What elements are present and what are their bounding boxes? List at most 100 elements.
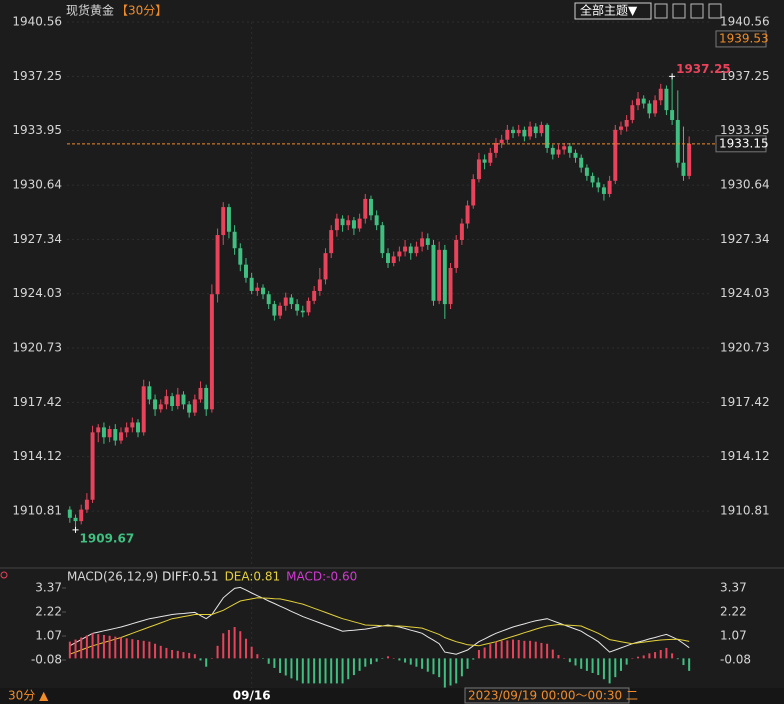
macd-bar bbox=[580, 658, 583, 669]
macd-bar bbox=[154, 643, 157, 659]
candle-body bbox=[238, 248, 243, 265]
y-tick-label: 1927.34 bbox=[12, 232, 62, 246]
candle-body bbox=[613, 129, 618, 181]
candle-body bbox=[90, 432, 95, 500]
period: 【30分】 bbox=[116, 4, 167, 18]
y-tick-label: 3.37 bbox=[35, 581, 62, 595]
macd-bar bbox=[676, 658, 679, 660]
candle-body bbox=[550, 147, 555, 155]
macd-bar bbox=[438, 658, 441, 678]
candle-body bbox=[476, 159, 481, 180]
candle-body bbox=[624, 119, 629, 127]
y-tick-label: 1933.95 bbox=[12, 123, 62, 137]
macd-bar bbox=[466, 658, 469, 669]
macd-bar bbox=[387, 656, 390, 659]
macd-bar bbox=[659, 650, 662, 659]
macd-bar bbox=[279, 658, 282, 673]
macd-bar bbox=[369, 658, 372, 665]
tool-icon[interactable] bbox=[708, 3, 722, 19]
candle-body bbox=[73, 517, 78, 522]
candle-body bbox=[221, 207, 226, 236]
candle-body bbox=[170, 396, 175, 407]
macd-bar bbox=[108, 635, 111, 659]
macd-bar bbox=[404, 658, 407, 663]
macd-bar bbox=[512, 639, 515, 659]
theme-button[interactable] bbox=[574, 2, 652, 20]
candle-body bbox=[101, 427, 106, 438]
low-marker bbox=[72, 526, 79, 533]
toolbar bbox=[654, 3, 722, 19]
macd-bar bbox=[483, 647, 486, 659]
macd-bar bbox=[267, 658, 270, 664]
macd-bar bbox=[608, 658, 611, 684]
macd-bar bbox=[85, 635, 88, 659]
candle-body bbox=[618, 126, 623, 130]
macd-bar bbox=[119, 637, 122, 659]
macd-line bbox=[69, 597, 690, 655]
macd-bar bbox=[273, 658, 276, 668]
legend-label: DEA:0.81 bbox=[225, 570, 281, 584]
tool-icon[interactable] bbox=[690, 3, 704, 19]
macd-bar bbox=[80, 637, 83, 659]
candle-body bbox=[607, 180, 612, 194]
candle-body bbox=[675, 119, 680, 163]
candle-body bbox=[84, 499, 89, 510]
y-tick-label: 1.07 bbox=[35, 629, 62, 643]
theme-button-label[interactable]: 全部主题▼ bbox=[580, 3, 638, 18]
macd-bar bbox=[239, 631, 242, 659]
macd-bar bbox=[148, 641, 151, 659]
macd-bar bbox=[506, 640, 509, 659]
macd-bar bbox=[671, 653, 674, 659]
macd-bar bbox=[68, 641, 71, 659]
candle-body bbox=[493, 142, 498, 153]
last-price-box bbox=[715, 135, 767, 153]
y-tick-label: 1924.03 bbox=[12, 286, 62, 300]
candle-body bbox=[545, 124, 550, 148]
candle-body bbox=[136, 422, 141, 433]
macd-bar bbox=[432, 658, 435, 675]
candle-body bbox=[226, 207, 231, 232]
low-label: 1909.67 bbox=[80, 531, 135, 545]
y-tick-label-right: 1917.42 bbox=[720, 395, 770, 409]
tool-icon[interactable] bbox=[654, 3, 668, 19]
y-tick-label: 1937.25 bbox=[12, 69, 62, 83]
macd-bar bbox=[125, 638, 128, 659]
tool-icon[interactable] bbox=[672, 3, 686, 19]
macd-bar bbox=[176, 650, 179, 659]
macd-bar bbox=[347, 658, 350, 680]
footer-period[interactable]: 30分 ▲ bbox=[8, 689, 49, 703]
y-tick-label-right: -0.08 bbox=[720, 653, 751, 667]
candle-body bbox=[539, 124, 544, 134]
macd-bar bbox=[449, 658, 452, 686]
macd-bar bbox=[443, 658, 446, 688]
macd-bar bbox=[375, 658, 378, 662]
candle-body bbox=[261, 287, 266, 295]
y-tick-label: 1910.81 bbox=[12, 504, 62, 518]
macd-bar bbox=[625, 658, 628, 665]
macd-bar bbox=[91, 633, 94, 659]
y-tick-label-right: 3.37 bbox=[720, 581, 747, 595]
candle-body bbox=[340, 218, 345, 226]
candle-body bbox=[505, 129, 510, 140]
macd-bar bbox=[102, 634, 105, 659]
price-marker-box bbox=[715, 30, 767, 48]
macd-bar bbox=[307, 658, 310, 684]
candle-body bbox=[124, 427, 129, 433]
macd-bar bbox=[619, 658, 622, 671]
macd-bar bbox=[301, 658, 304, 684]
macd-bar bbox=[330, 658, 333, 684]
candle-body bbox=[482, 159, 487, 163]
candle-body bbox=[454, 239, 459, 268]
candle-body bbox=[403, 246, 408, 252]
candle-body bbox=[459, 223, 464, 240]
macd-bar bbox=[637, 656, 640, 659]
candle-body bbox=[323, 253, 328, 280]
macd-bar bbox=[318, 658, 321, 684]
y-tick-label: 1920.73 bbox=[12, 340, 62, 354]
candle-body bbox=[437, 249, 442, 301]
candle-body bbox=[522, 129, 527, 137]
macd-bar bbox=[290, 658, 293, 679]
macd-bar bbox=[74, 639, 77, 659]
macd-bar bbox=[256, 654, 259, 659]
macd-bar bbox=[477, 650, 480, 659]
